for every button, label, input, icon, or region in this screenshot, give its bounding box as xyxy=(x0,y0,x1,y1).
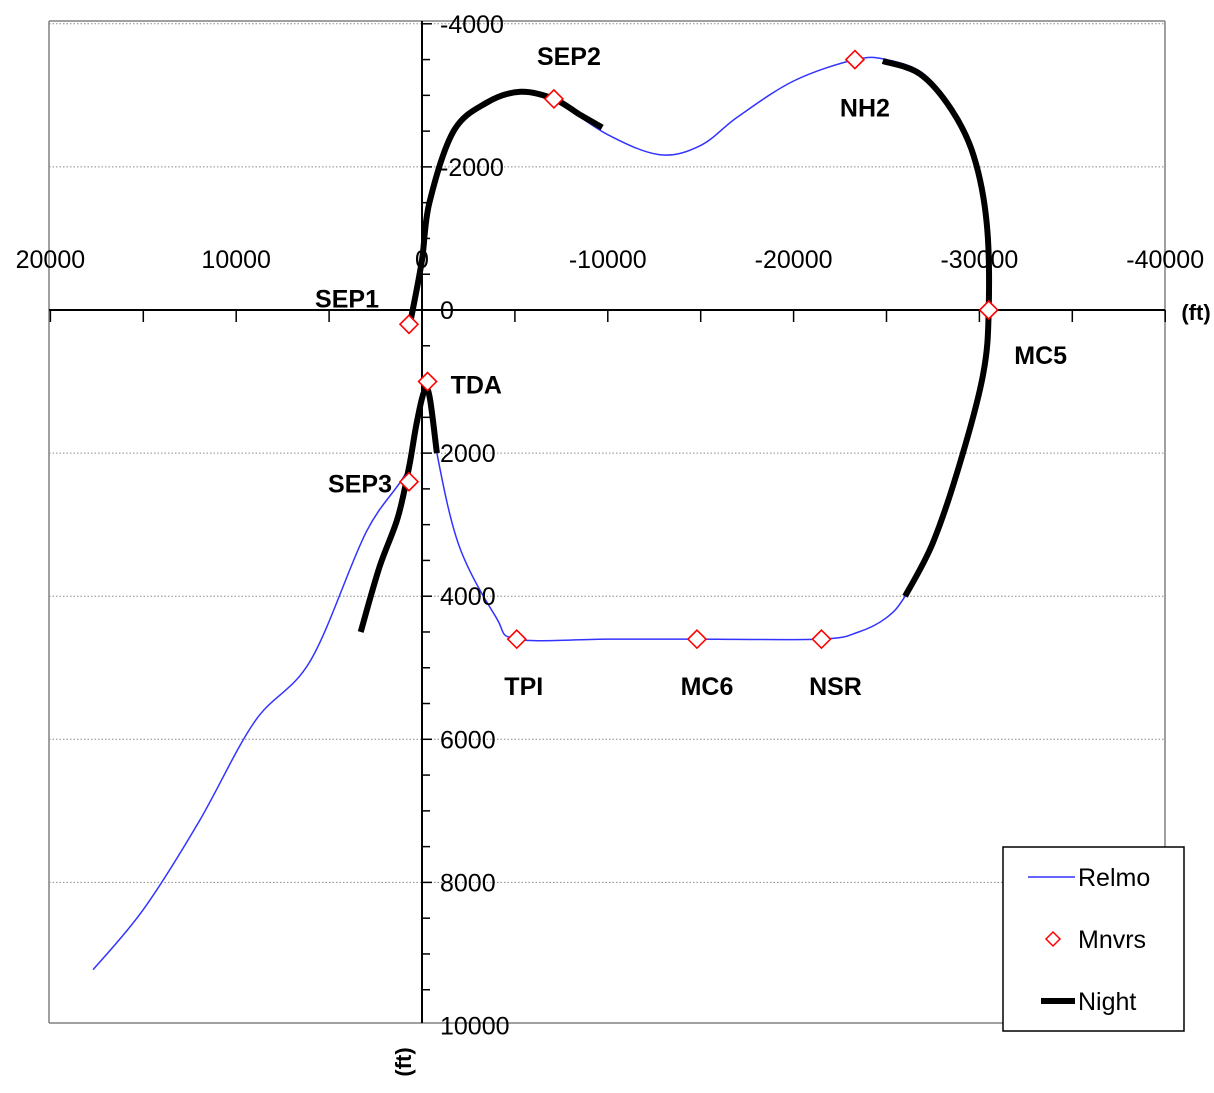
y-tick-label--4000: -4000 xyxy=(440,11,504,39)
x-tick-label-20000: 20000 xyxy=(16,246,86,274)
legend-mnvrs-label: Mnvrs xyxy=(1078,926,1146,954)
y-tick-label-0: 0 xyxy=(440,297,454,325)
label-sep3: SEP3 xyxy=(328,471,392,499)
y-tick-label-4000: 4000 xyxy=(440,583,496,611)
y-tick-label-2000: 2000 xyxy=(440,440,496,468)
night-segment-3 xyxy=(357,385,440,633)
series xyxy=(92,56,993,971)
x-tick-label--10000: -10000 xyxy=(569,246,647,274)
night-segment-1 xyxy=(406,88,604,325)
label-sep2: SEP2 xyxy=(537,43,601,71)
y-axis-unit-label: (ft) xyxy=(391,1047,416,1076)
x-tick-label--30000: -30000 xyxy=(940,246,1018,274)
gridlines xyxy=(49,23,1165,883)
legend-mnvrs-swatch xyxy=(1044,930,1062,948)
maneuver-markers xyxy=(398,49,999,650)
night-segment-2 xyxy=(881,58,993,598)
axes xyxy=(49,21,1166,1023)
y-tick-label-8000: 8000 xyxy=(440,869,496,897)
series-relmo-line xyxy=(92,56,990,971)
label-sep1: SEP1 xyxy=(315,285,379,313)
marker-nsr xyxy=(811,628,832,650)
label-nh2: NH2 xyxy=(840,95,890,123)
x-tick-label-10000: 10000 xyxy=(201,246,271,274)
label-mc6: MC6 xyxy=(681,673,734,701)
x-tick-label-0: 0 xyxy=(415,246,429,274)
marker-sep1 xyxy=(398,314,420,335)
x-tick-label--40000: -40000 xyxy=(1126,246,1204,274)
legend-night-label: Night xyxy=(1078,988,1136,1016)
marker-tda xyxy=(417,371,438,392)
label-mc5: MC5 xyxy=(1014,342,1067,370)
marker-nh2 xyxy=(844,49,866,70)
x-axis-unit-label: (ft) xyxy=(1181,300,1210,325)
label-tpi: TPI xyxy=(504,673,543,701)
marker-sep2 xyxy=(543,88,565,110)
label-nsr: NSR xyxy=(809,673,862,701)
y-tick-label-6000: 6000 xyxy=(440,726,496,754)
x-tick-label--20000: -20000 xyxy=(755,246,833,274)
plot-area xyxy=(48,20,1166,1024)
marker-sep3 xyxy=(398,471,420,492)
label-tda: TDA xyxy=(451,372,502,400)
y-tick-label--2000: -2000 xyxy=(440,154,504,182)
legend: Relmo Mnvrs Night xyxy=(1002,846,1185,1032)
y-tick-label-10000: 10000 xyxy=(440,1013,510,1041)
marker-mc5 xyxy=(978,299,999,321)
marker-tpi xyxy=(506,628,527,650)
legend-relmo-label: Relmo xyxy=(1078,864,1150,892)
labels: 20000 10000 0 -10000 -20000 -30000 -40000-4000… xyxy=(16,11,1211,1077)
marker-mc6 xyxy=(686,628,708,650)
